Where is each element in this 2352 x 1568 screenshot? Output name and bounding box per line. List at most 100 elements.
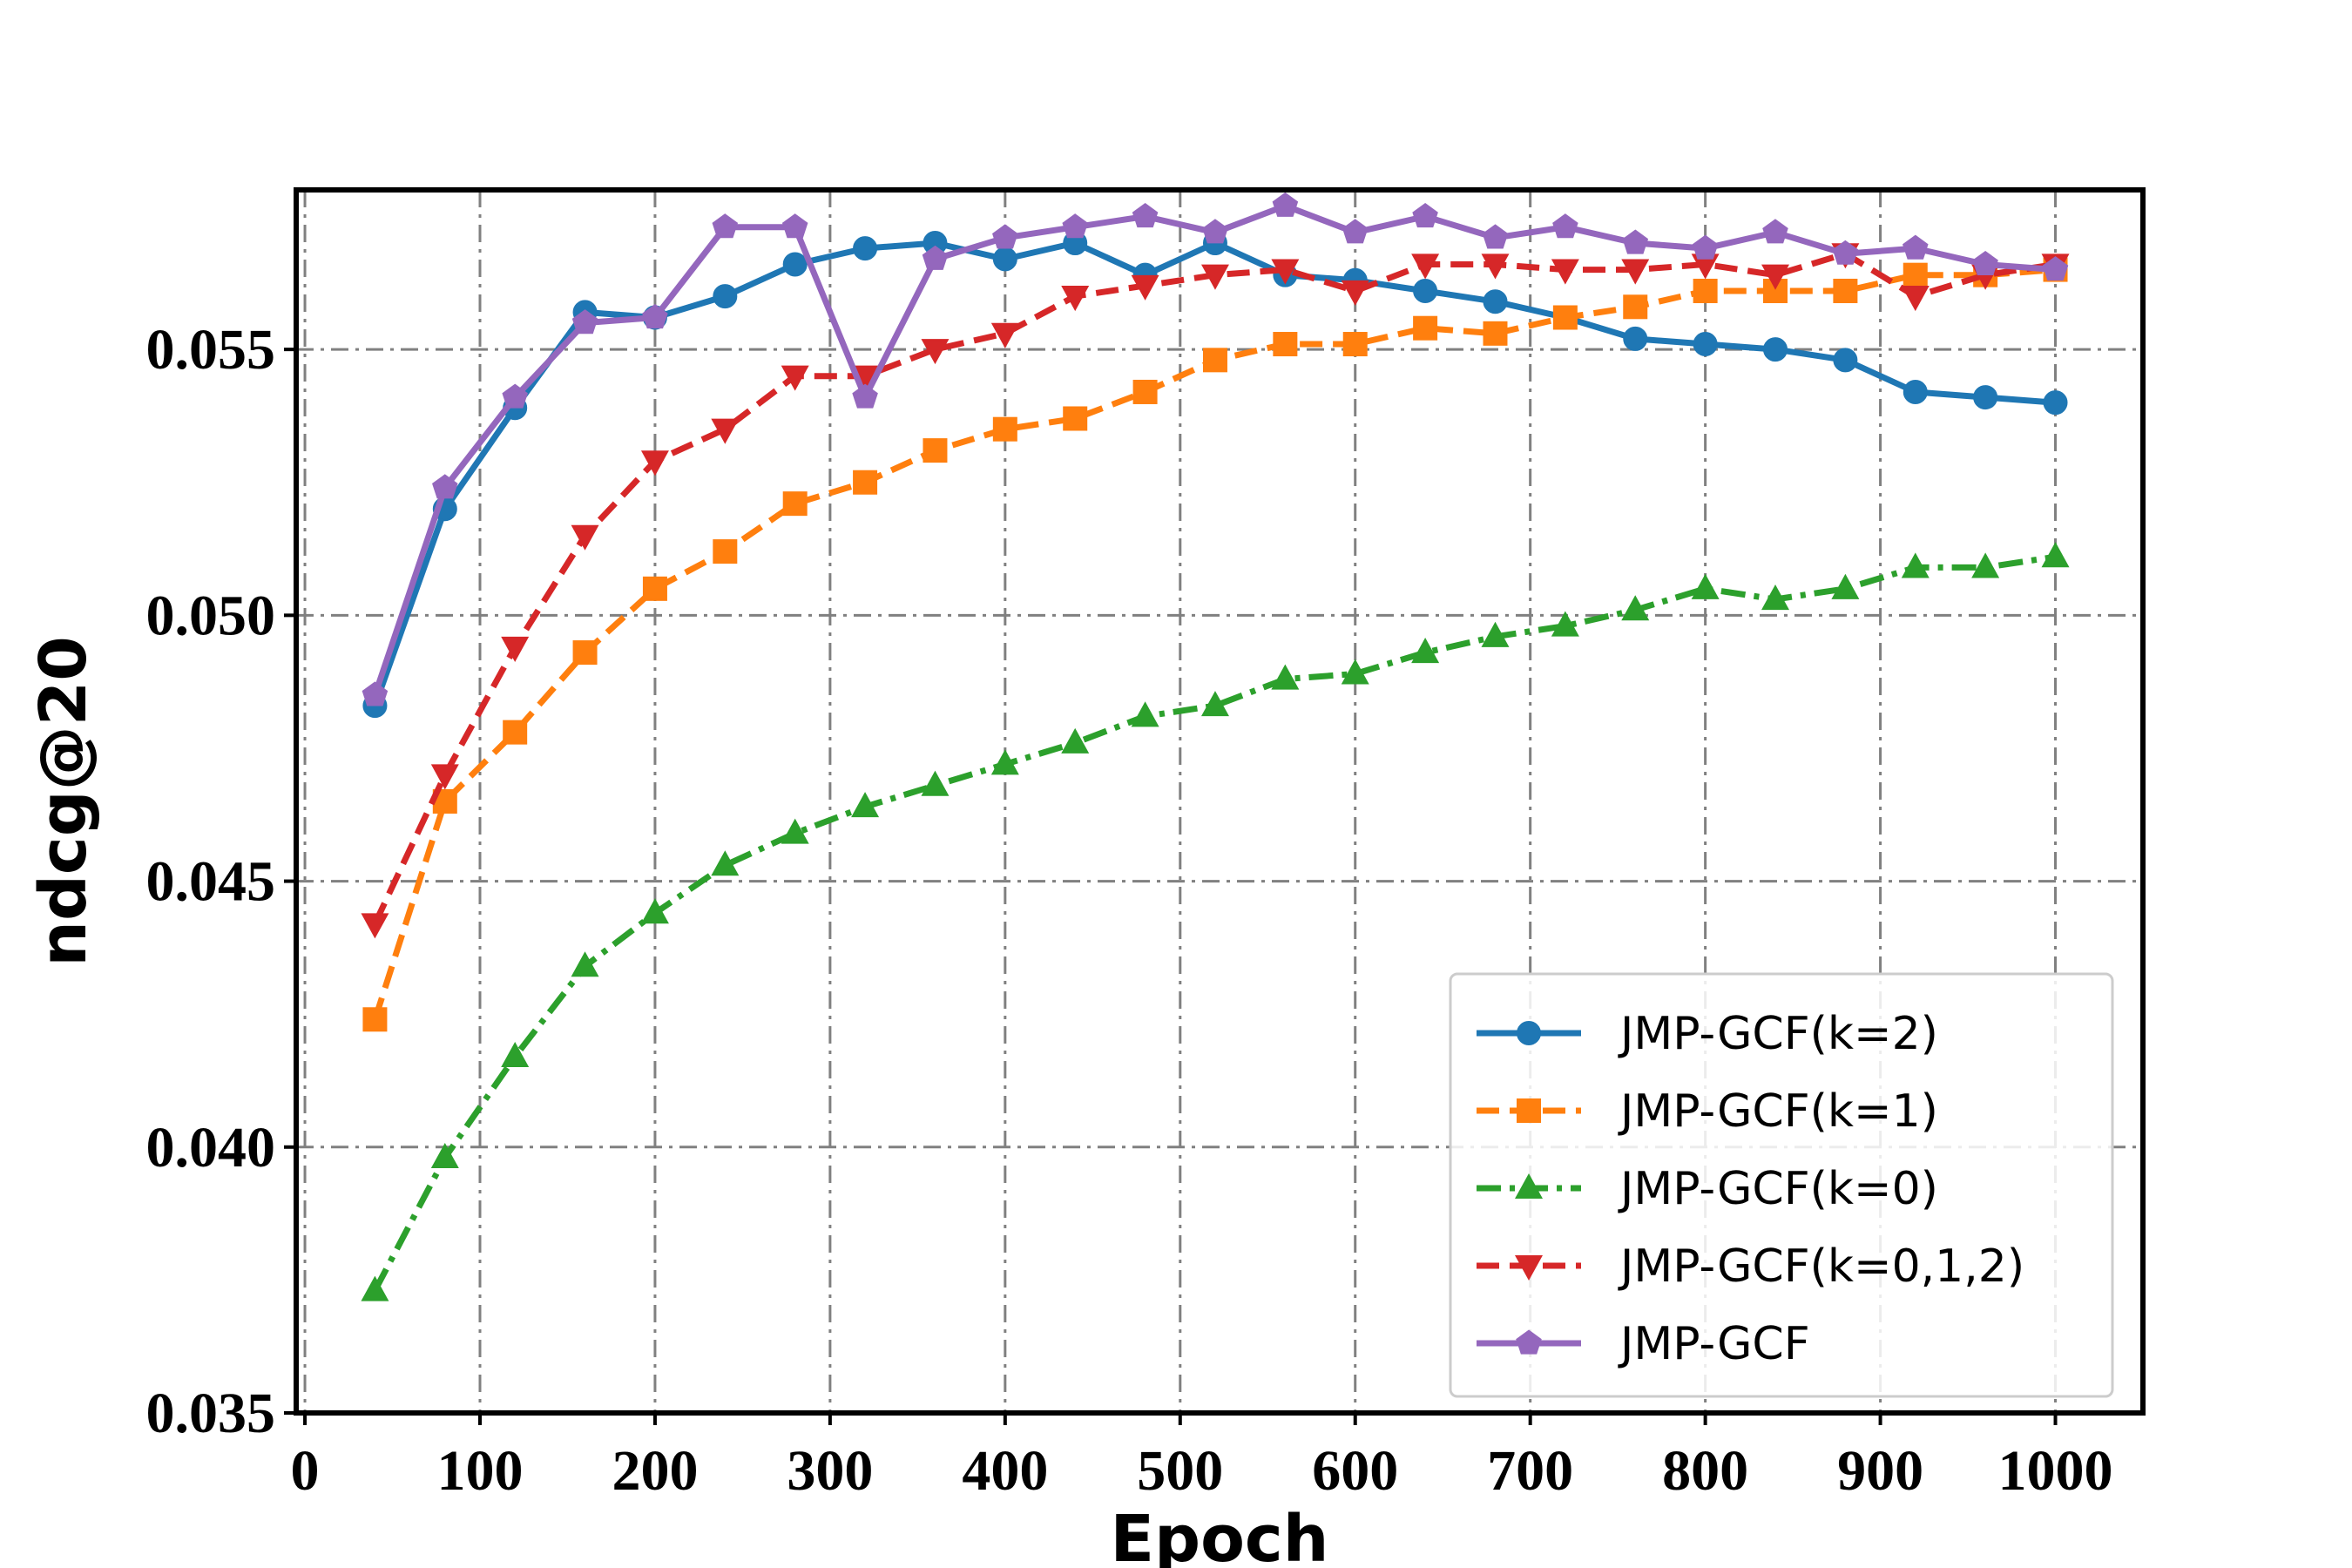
data-point: [571, 951, 599, 977]
x-axis-ticks: 0 100 200 300 400 500 600 700 800 900 1000: [291, 1413, 2113, 1503]
data-point: [711, 850, 740, 876]
data-point: [362, 1007, 388, 1032]
data-point: [1903, 262, 1928, 287]
data-point: [430, 764, 459, 790]
data-point: [1131, 274, 1159, 301]
data-point: [1202, 219, 1228, 244]
data-point: [1621, 259, 1650, 285]
series-lines: [361, 192, 2070, 1301]
data-point: [781, 365, 809, 391]
series-jmp-gcf-k-2: [362, 231, 2068, 719]
data-point: [2042, 256, 2069, 281]
data-point: [1061, 727, 1090, 754]
data-point: [642, 576, 667, 601]
data-point: [851, 792, 880, 818]
data-point: [1062, 213, 1088, 239]
legend-item: JMP-GCF(k=0): [1477, 1163, 1938, 1215]
data-point: [1273, 332, 1298, 357]
data-point: [1693, 332, 1718, 357]
x-tick-label: 600: [1312, 1439, 1398, 1503]
data-point: [1342, 219, 1369, 244]
data-point: [1761, 585, 1790, 611]
data-point: [1411, 638, 1440, 664]
data-point: [990, 322, 1019, 348]
data-point: [501, 636, 530, 662]
data-point: [1623, 294, 1648, 320]
legend-label: JMP-GCF: [1618, 1318, 1810, 1370]
data-point: [503, 720, 528, 745]
data-point: [921, 339, 950, 365]
data-point: [1552, 305, 1578, 330]
x-tick-label: 400: [962, 1439, 1048, 1503]
data-point: [2041, 542, 2070, 568]
data-point: [1483, 289, 1508, 314]
data-point: [852, 383, 878, 409]
data-point: [1272, 192, 1299, 217]
data-point: [1901, 552, 1930, 578]
data-point: [781, 213, 808, 239]
data-point: [502, 383, 528, 409]
data-point: [1200, 691, 1229, 717]
data-point: [430, 1142, 459, 1169]
data-point: [1692, 234, 1719, 260]
data-point: [640, 898, 669, 924]
x-tick-label: 700: [1487, 1439, 1573, 1503]
data-point: [1901, 286, 1930, 312]
x-tick-label: 100: [436, 1439, 523, 1503]
data-point: [781, 818, 809, 844]
data-point: [1063, 406, 1088, 431]
data-point: [1413, 278, 1438, 303]
data-point: [361, 1275, 389, 1301]
x-tick-label: 0: [291, 1439, 320, 1503]
data-point: [921, 770, 950, 796]
data-point: [361, 913, 389, 939]
series-jmp-gcf-k-0: [361, 542, 2070, 1301]
data-point: [1131, 701, 1159, 727]
data-point: [992, 416, 1017, 442]
data-point: [992, 247, 1017, 272]
data-point: [1551, 611, 1579, 637]
data-point: [571, 524, 599, 551]
data-point: [640, 450, 669, 476]
data-point: [1515, 1254, 1543, 1281]
data-point: [1341, 280, 1369, 307]
data-point: [1621, 595, 1650, 621]
data-point: [992, 224, 1018, 249]
data-point: [1691, 573, 1720, 599]
data-point: [1903, 234, 1929, 260]
data-point: [1973, 385, 1998, 410]
data-point: [782, 252, 808, 277]
legend-item: JMP-GCF: [1477, 1318, 1810, 1370]
data-point: [1061, 286, 1090, 312]
data-point: [990, 749, 1019, 775]
y-tick-label: 0.040: [146, 1116, 276, 1179]
data-point: [1622, 229, 1649, 254]
data-point: [1761, 264, 1790, 290]
data-point: [1833, 278, 1858, 303]
data-point: [713, 539, 738, 564]
data-point: [1971, 552, 2000, 578]
data-point: [1832, 240, 1859, 265]
data-point: [501, 1041, 530, 1068]
x-tick-label: 1000: [1998, 1439, 2113, 1503]
x-tick-label: 200: [612, 1439, 698, 1503]
y-axis-ticks: 0.035 0.040 0.045 0.050 0.055: [146, 318, 296, 1445]
data-point: [1341, 659, 1369, 685]
plot-frame: [294, 187, 2146, 1416]
x-tick-label: 900: [1837, 1439, 1923, 1503]
data-point: [711, 418, 740, 444]
y-tick-label: 0.035: [146, 1382, 276, 1445]
data-point: [1693, 278, 1718, 303]
y-tick-label: 0.045: [146, 850, 276, 914]
data-point: [1412, 202, 1438, 228]
series-jmp-gcf: [362, 192, 2069, 706]
data-point: [1833, 348, 1858, 373]
series-line: [372, 267, 2056, 1021]
legend-item: JMP-GCF(k=0,1,2): [1477, 1240, 2024, 1293]
data-point: [782, 491, 808, 517]
legend-label: JMP-GCF(k=2): [1618, 1008, 1938, 1060]
legend-box: [1449, 972, 2114, 1398]
data-point: [1483, 321, 1508, 346]
data-point: [642, 303, 668, 329]
legend: JMP-GCF(k=2) JMP-GCF(k=1) JMP-GCF(k=0) JMP-…: [1449, 972, 2114, 1398]
